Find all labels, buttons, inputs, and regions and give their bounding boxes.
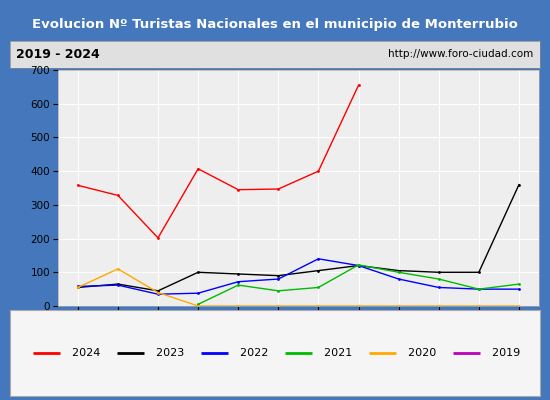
Text: 2022: 2022 <box>233 348 268 358</box>
Text: 2019 - 2024: 2019 - 2024 <box>16 48 100 61</box>
Text: 2019: 2019 <box>485 348 520 358</box>
Text: Evolucion Nº Turistas Nacionales en el municipio de Monterrubio: Evolucion Nº Turistas Nacionales en el m… <box>32 18 518 31</box>
Text: 2024: 2024 <box>65 348 101 358</box>
Text: 2021: 2021 <box>317 348 352 358</box>
Text: 2020: 2020 <box>401 348 436 358</box>
Text: 2023: 2023 <box>149 348 184 358</box>
Text: http://www.foro-ciudad.com: http://www.foro-ciudad.com <box>388 49 534 59</box>
